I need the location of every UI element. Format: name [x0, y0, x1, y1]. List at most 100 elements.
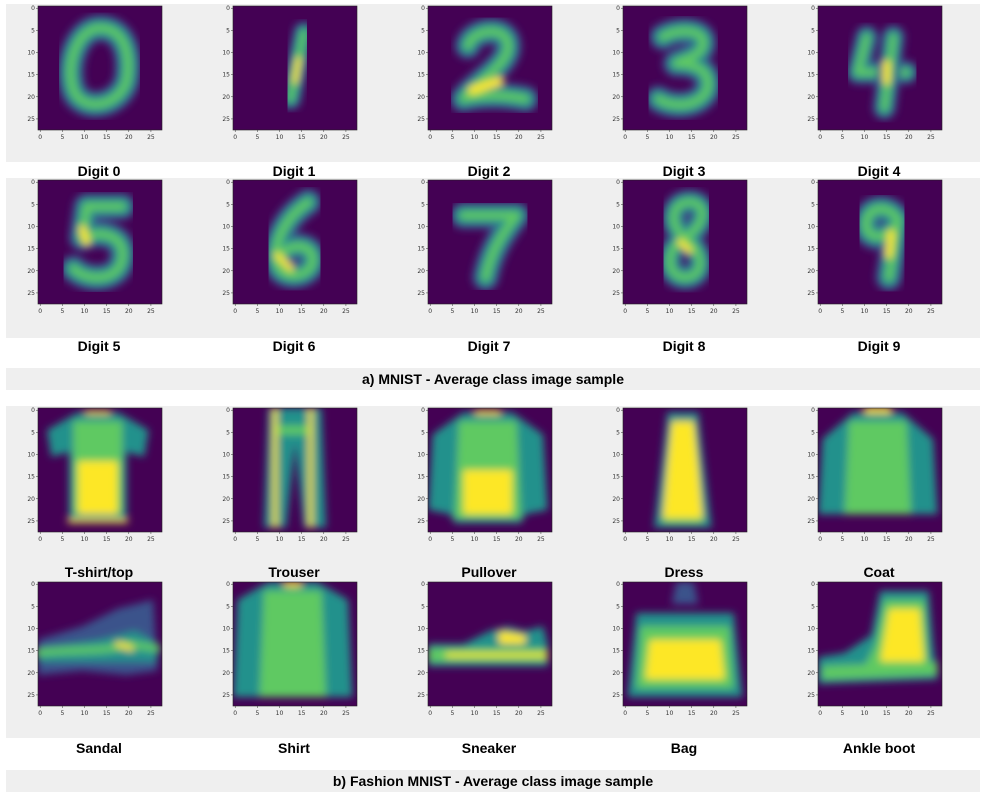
axes-frame: [232, 581, 358, 707]
x-tick-label: 20: [515, 536, 523, 543]
y-tick-label: 25: [612, 518, 620, 525]
y-tick-label: 10: [417, 452, 425, 459]
x-tick-label: 10: [666, 710, 674, 717]
x-tick-label: 5: [60, 710, 64, 717]
x-tick-label: 25: [342, 710, 350, 717]
x-tick-label: 15: [298, 308, 306, 315]
class-label: Digit 6: [272, 338, 316, 354]
class-tile: 0 5 10 15 20 25 0 5 10 15 20 25: [595, 5, 790, 141]
x-tick-label: 0: [38, 536, 42, 543]
stroke-mid: [78, 225, 91, 246]
y-tick-label: 5: [31, 429, 35, 436]
plot-container: 0 5 10 15 20 25 0 5 10 15 20 25: [612, 179, 748, 320]
class-label: Digit 3: [662, 163, 706, 179]
x-tick-label: 25: [537, 134, 545, 141]
x-tick-label: 25: [537, 710, 545, 717]
class-label: Trouser: [268, 564, 320, 580]
average-image-plot: 0 5 10 15 20 25 0 5 10 15 20 25: [27, 5, 163, 141]
stroke-mid: [274, 252, 294, 272]
average-image-plot: 0 5 10 15 20 25 0 5 10 15 20 25: [612, 179, 748, 315]
y-tick-label: 0: [811, 581, 815, 588]
class-label: Pullover: [461, 564, 517, 580]
stroke-core: [459, 27, 530, 103]
y-tick-label: 10: [417, 50, 425, 57]
y-tick-label: 0: [811, 179, 815, 186]
plot-container: 0 5 10 15 20 25 0 5 10 15 20 25: [612, 5, 748, 146]
x-tick-label: 20: [320, 536, 328, 543]
y-tick-label: 0: [616, 581, 620, 588]
class-tile: 0 5 10 15 20 25 0 5 10 15 20 25: [205, 407, 400, 543]
stroke-core: [66, 24, 132, 109]
class-label: T-shirt/top: [64, 564, 134, 580]
x-tick-label: 15: [103, 134, 111, 141]
y-tick-label: 15: [807, 648, 815, 655]
y-tick-label: 5: [31, 603, 35, 610]
plot-container: 0 5 10 15 20 25 0 5 10 15 20 25: [417, 581, 553, 722]
y-tick-label: 0: [31, 5, 35, 12]
x-tick-label: 10: [471, 536, 479, 543]
average-image-plot: 0 5 10 15 20 25 0 5 10 15 20 25: [222, 407, 358, 543]
y-tick-label: 0: [226, 179, 230, 186]
x-tick-label: 20: [125, 134, 133, 141]
y-tick-label: 25: [222, 518, 230, 525]
x-tick-label: 5: [840, 710, 844, 717]
stroke-core: [654, 27, 712, 109]
average-image-plot: 0 5 10 15 20 25 0 5 10 15 20 25: [417, 5, 553, 141]
x-tick-label: 5: [645, 536, 649, 543]
axes-frame: [37, 5, 163, 131]
y-tick-label: 20: [222, 496, 230, 503]
y-tick-label: 10: [27, 452, 35, 459]
x-tick-label: 0: [233, 308, 237, 315]
y-tick-label: 15: [27, 72, 35, 79]
y-tick-label: 5: [616, 603, 620, 610]
y-tick-label: 25: [27, 692, 35, 699]
y-tick-label: 5: [226, 603, 230, 610]
axes-frame: [622, 179, 748, 305]
x-tick-label: 0: [233, 710, 237, 717]
x-tick-label: 0: [623, 134, 627, 141]
class-label: Dress: [664, 564, 704, 580]
y-tick-label: 5: [226, 201, 230, 208]
y-tick-label: 25: [612, 290, 620, 297]
x-tick-label: 0: [623, 536, 627, 543]
class-tile: 0 5 10 15 20 25 0 5 10 15 20 25: [10, 179, 205, 315]
x-tick-label: 25: [732, 308, 740, 315]
axes-frame: [427, 5, 553, 131]
x-tick-label: 25: [732, 134, 740, 141]
y-tick-label: 15: [222, 72, 230, 79]
stroke-core: [666, 198, 706, 282]
average-image-plot: 0 5 10 15 20 25 0 5 10 15 20 25: [417, 407, 553, 543]
fill-region: [880, 608, 925, 662]
x-tick-label: 10: [861, 536, 869, 543]
x-tick-label: 20: [125, 710, 133, 717]
y-tick-label: 25: [222, 692, 230, 699]
x-tick-label: 20: [905, 536, 913, 543]
x-tick-label: 25: [147, 710, 155, 717]
x-tick-label: 15: [298, 710, 306, 717]
y-tick-label: 0: [31, 179, 35, 186]
average-image-plot: 0 5 10 15 20 25 0 5 10 15 20 25: [612, 5, 748, 141]
class-label: Digit 4: [857, 163, 901, 179]
x-tick-label: 15: [103, 536, 111, 543]
x-tick-label: 15: [883, 536, 891, 543]
x-tick-label: 25: [342, 536, 350, 543]
y-tick-label: 25: [222, 116, 230, 123]
y-tick-label: 0: [616, 407, 620, 414]
x-tick-label: 10: [666, 308, 674, 315]
y-tick-label: 0: [31, 581, 35, 588]
y-tick-label: 15: [417, 246, 425, 253]
y-tick-label: 25: [417, 116, 425, 123]
x-tick-label: 5: [255, 536, 259, 543]
y-tick-label: 15: [807, 72, 815, 79]
y-tick-label: 25: [27, 290, 35, 297]
x-tick-label: 0: [428, 308, 432, 315]
class-tile: 0 5 10 15 20 25 0 5 10 15 20 25: [790, 581, 985, 717]
y-tick-label: 0: [616, 179, 620, 186]
x-tick-label: 5: [450, 710, 454, 717]
y-tick-label: 0: [226, 407, 230, 414]
y-tick-label: 0: [226, 5, 230, 12]
y-tick-label: 10: [27, 626, 35, 633]
class-tile: 0 5 10 15 20 25 0 5 10 15 20 25: [400, 5, 595, 141]
x-tick-label: 25: [537, 308, 545, 315]
y-tick-label: 25: [807, 518, 815, 525]
